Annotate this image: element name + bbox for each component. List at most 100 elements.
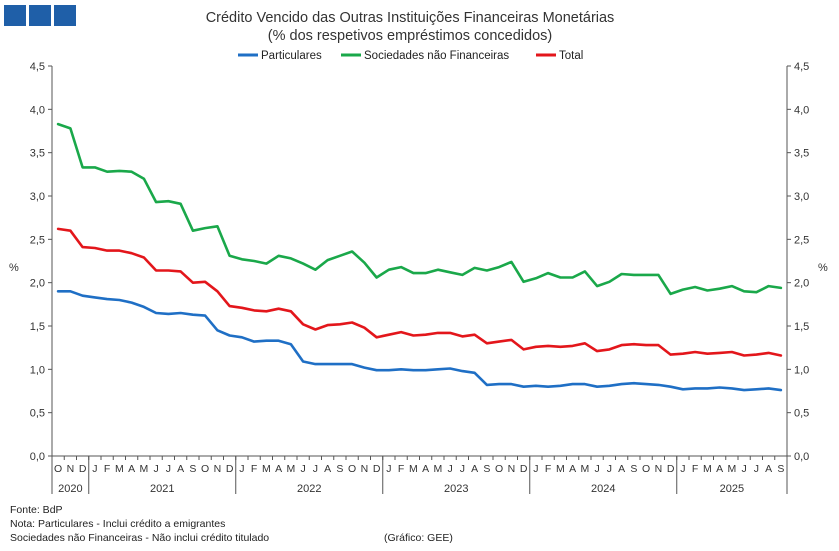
x-tick-label-month: S (483, 463, 490, 475)
logo-square-3 (54, 5, 76, 26)
x-tick-label-month: N (508, 463, 516, 475)
x-tick-label-month: J (533, 463, 538, 475)
x-tick-label-month: M (409, 463, 418, 475)
x-tick-label-month: M (140, 463, 149, 475)
y-tick-label-left: 2,5 (30, 234, 45, 246)
x-tick-label-month: J (92, 463, 97, 475)
x-year-label: 2023 (444, 483, 468, 495)
series-line-particulares (56, 289, 783, 392)
x-year-label: 2024 (591, 483, 615, 495)
x-tick-label-month: S (336, 463, 343, 475)
x-tick-label-month: A (422, 463, 429, 475)
x-tick-label-month: J (595, 463, 600, 475)
x-tick-label-month: A (128, 463, 135, 475)
x-tick-label-month: M (728, 463, 737, 475)
y-tick-label-right: 4,5 (794, 61, 809, 73)
x-tick-label-month: M (581, 463, 590, 475)
source-note: Fonte: BdP (10, 504, 63, 516)
x-tick-label-month: J (448, 463, 453, 475)
x-tick-label-month: F (545, 463, 551, 475)
x-tick-label-month: J (742, 463, 747, 475)
x-tick-label-month: N (214, 463, 222, 475)
y-tick-label-right: 2,0 (794, 278, 809, 290)
y-tick-label-right: 0,5 (794, 408, 809, 420)
x-tick-label-month: J (239, 463, 244, 475)
logo-square-1 (4, 5, 26, 26)
x-tick-label-month: J (301, 463, 306, 475)
x-tick-label-month: D (667, 463, 675, 475)
x-year-label: 2021 (150, 483, 174, 495)
x-tick-label-month: O (495, 463, 503, 475)
x-tick-label-month: F (104, 463, 110, 475)
x-tick-label-month: A (569, 463, 576, 475)
x-tick-label-month: O (348, 463, 356, 475)
x-tick-label-month: O (201, 463, 209, 475)
series-line-sociedades (56, 122, 783, 296)
legend-label-total: Total (559, 50, 583, 62)
x-tick-label-month: F (692, 463, 698, 475)
x-year-label: 2022 (297, 483, 321, 495)
y-tick-label-right: 1,5 (794, 321, 809, 333)
x-tick-label-month: N (655, 463, 663, 475)
y-tick-label-left: 3,0 (30, 191, 45, 203)
x-tick-label-month: J (154, 463, 159, 475)
x-tick-label-month: S (630, 463, 637, 475)
y-tick-label-left: 1,5 (30, 321, 45, 333)
y-tick-label-right: 1,0 (794, 364, 809, 376)
x-tick-label-month: F (251, 463, 257, 475)
logo-square-2 (29, 5, 51, 26)
x-tick-label-month: J (680, 463, 685, 475)
x-tick-label-month: A (275, 463, 282, 475)
y-tick-label-right: 3,0 (794, 191, 809, 203)
y-tick-label-right: 2,5 (794, 234, 809, 246)
x-tick-label-month: M (115, 463, 124, 475)
x-tick-label-month: A (716, 463, 723, 475)
y-tick-label-left: 2,0 (30, 278, 45, 290)
x-tick-label-month: D (226, 463, 234, 475)
x-tick-label-month: M (703, 463, 712, 475)
y-axis-label-left: % (9, 262, 19, 274)
x-year-label: 2025 (720, 483, 744, 495)
logo (4, 5, 76, 26)
x-tick-label-month: N (67, 463, 75, 475)
y-tick-label-right: 4,0 (794, 104, 809, 116)
x-tick-label-month: O (642, 463, 650, 475)
y-tick-label-left: 0,0 (30, 451, 45, 463)
legend-label-sociedades: Sociedades não Financeiras (364, 50, 509, 62)
note-sociedades: Sociedades não Financeiras - Não inclui … (10, 532, 270, 544)
x-tick-label-month: J (754, 463, 759, 475)
x-tick-label-month: J (166, 463, 171, 475)
legend-label-particulares: Particulares (261, 50, 322, 62)
plot-area: 0,0 0,0 0,5 0,5 1,0 1,0 1,5 1,5 2,0 2,0 2,5 2,5 3,0 3… (30, 61, 810, 495)
x-tick-label-month: M (556, 463, 565, 475)
note-particulares: Nota: Particulares - Inclui crédito a em… (10, 518, 226, 530)
x-tick-label-month: A (618, 463, 625, 475)
x-tick-label-month: F (398, 463, 404, 475)
legend: Particulares Sociedades não Financeiras … (238, 50, 583, 62)
y-tick-label-left: 3,5 (30, 148, 45, 160)
x-tick-label-month: S (777, 463, 784, 475)
y-tick-label-left: 0,5 (30, 408, 45, 420)
x-tick-label-month: D (520, 463, 528, 475)
x-tick-label-month: J (313, 463, 318, 475)
y-tick-label-left: 1,0 (30, 364, 45, 376)
x-tick-label-month: A (471, 463, 478, 475)
y-tick-label-right: 3,5 (794, 148, 809, 160)
series-line-total (56, 227, 783, 357)
y-tick-label-left: 4,0 (30, 104, 45, 116)
x-tick-label-month: A (765, 463, 772, 475)
x-year-label: 2020 (58, 483, 82, 495)
x-tick-label-month: J (460, 463, 465, 475)
y-tick-label-left: 4,5 (30, 61, 45, 73)
x-tick-label-month: M (287, 463, 296, 475)
chart-credit: (Gráfico: GEE) (384, 532, 453, 544)
x-tick-label-month: O (54, 463, 62, 475)
x-tick-label-month: M (434, 463, 443, 475)
x-tick-label-month: D (373, 463, 381, 475)
y-axis-label-right: % (818, 262, 828, 274)
x-tick-label-month: J (607, 463, 612, 475)
x-tick-label-month: J (386, 463, 391, 475)
y-tick-label-right: 0,0 (794, 451, 809, 463)
x-tick-label-month: M (262, 463, 271, 475)
